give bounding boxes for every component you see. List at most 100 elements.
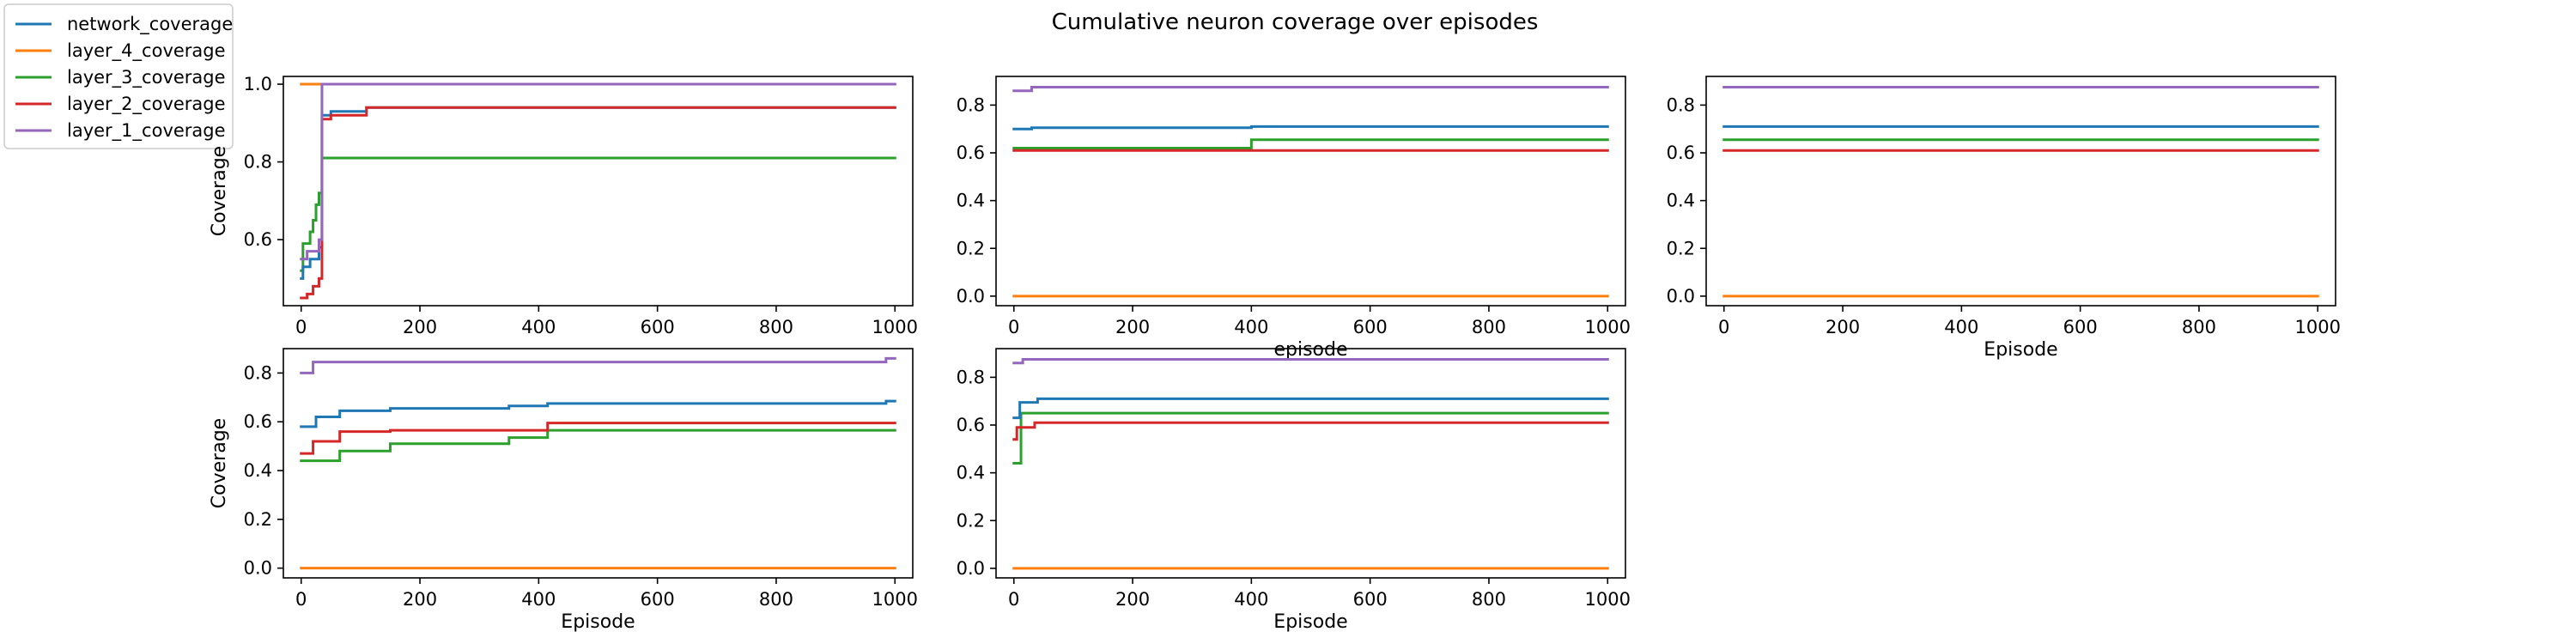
axes-frame bbox=[1705, 76, 2336, 307]
y-tick-label: 0.8 bbox=[244, 152, 272, 173]
x-tick-label: 200 bbox=[1115, 589, 1150, 610]
subplots: 0 200 400 600 800 1000 0.6 0.8 1.0 Coverage 0 200 40… bbox=[209, 74, 2341, 633]
x-tick-label: 400 bbox=[1234, 589, 1268, 610]
x-tick-label: 600 bbox=[641, 589, 675, 610]
y-tick-label: 0.6 bbox=[957, 415, 985, 435]
y-tick-label: 0.0 bbox=[244, 558, 272, 579]
y-tick-label: 0.2 bbox=[957, 238, 985, 258]
y-tick-label: 0.4 bbox=[957, 463, 985, 483]
series-line-layer-1-coverage bbox=[300, 356, 896, 374]
x-tick-label: 0 bbox=[1008, 589, 1019, 610]
subplot-3: 0 200 400 600 800 1000 0.0 0.2 0.4 0.6 0.8 Episode bbox=[1667, 76, 2341, 361]
series-line-layer-3-coverage bbox=[300, 428, 896, 463]
y-tick-label: 0.8 bbox=[957, 367, 985, 387]
subplot-3-lines bbox=[1722, 86, 2319, 298]
x-tick-label: 200 bbox=[403, 589, 437, 610]
series-line-layer-2-coverage bbox=[300, 106, 896, 300]
x-tick-label: 800 bbox=[1472, 317, 1506, 337]
figure-title: Cumulative neuron coverage over episodes bbox=[1052, 9, 1539, 35]
series-line-layer-3-coverage bbox=[1012, 411, 1609, 465]
y-tick-label: 0.4 bbox=[957, 191, 985, 211]
y-tick-label: 0.0 bbox=[1667, 286, 1695, 307]
subplot-1: 0 200 400 600 800 1000 0.6 0.8 1.0 Coverage bbox=[209, 74, 918, 337]
subplot-4: 0 200 400 600 800 1000 0.0 0.2 0.4 0.6 0.8 Episode C… bbox=[209, 348, 918, 633]
legend-entry-3: layer_3_coverage bbox=[15, 67, 226, 88]
series-line-layer-1-coverage bbox=[1012, 86, 1609, 93]
subplot-4-lines bbox=[300, 356, 896, 570]
x-tick-label: 1000 bbox=[1585, 317, 1631, 337]
x-tick-label: 600 bbox=[2063, 317, 2098, 337]
y-tick-label: 0.8 bbox=[244, 362, 272, 383]
y-tick-label: 0.0 bbox=[957, 558, 985, 579]
legend-label-1: network_coverage bbox=[67, 14, 233, 35]
x-tick-label: 800 bbox=[759, 317, 793, 337]
y-tick-label: 0.6 bbox=[1667, 143, 1695, 163]
y-tick-label: 0.2 bbox=[244, 509, 272, 530]
series-line-layer-3-coverage bbox=[1012, 138, 1609, 149]
x-axis-label: Episode bbox=[1984, 339, 2057, 361]
y-axis-label: Coverage bbox=[209, 418, 230, 508]
x-axis-label: Episode bbox=[1273, 611, 1347, 633]
y-tick-label: 0.8 bbox=[1667, 94, 1695, 115]
axes-frame bbox=[995, 348, 1626, 579]
series-line-layer-2-coverage bbox=[1012, 421, 1609, 441]
legend-frame bbox=[3, 3, 234, 149]
y-tick-label: 1.0 bbox=[244, 74, 272, 94]
series-line-layer-1-coverage bbox=[300, 82, 896, 261]
y-tick-label: 0.6 bbox=[244, 411, 272, 432]
series-line-layer-2-coverage bbox=[300, 422, 896, 455]
y-axis-label: Coverage bbox=[209, 146, 230, 236]
y-tick-label: 0.0 bbox=[957, 286, 985, 307]
legend-entry-2: layer_4_coverage bbox=[15, 40, 226, 62]
y-tick-label: 0.2 bbox=[957, 510, 985, 531]
subplot-2-lines bbox=[1012, 86, 1609, 298]
x-tick-label: 400 bbox=[1234, 317, 1268, 337]
x-tick-label: 200 bbox=[403, 317, 437, 337]
x-tick-label: 400 bbox=[521, 317, 556, 337]
x-tick-label: 1000 bbox=[872, 317, 918, 337]
series-line-network-coverage bbox=[300, 106, 896, 280]
legend-label-3: layer_3_coverage bbox=[67, 67, 226, 88]
x-tick-label: 0 bbox=[295, 589, 307, 610]
x-tick-label: 0 bbox=[1008, 317, 1019, 337]
series-line-network-coverage bbox=[1012, 397, 1609, 420]
legend-label-5: layer_1_coverage bbox=[67, 120, 226, 142]
axes-frame bbox=[283, 76, 914, 307]
x-tick-label: 1000 bbox=[1585, 589, 1631, 610]
series-line-network-coverage bbox=[1012, 125, 1609, 131]
y-tick-label: 0.6 bbox=[957, 143, 985, 163]
legend-label-4: layer_2_coverage bbox=[67, 94, 226, 115]
x-tick-label: 1000 bbox=[872, 589, 918, 610]
x-tick-label: 800 bbox=[1472, 589, 1506, 610]
x-axis-label: episode bbox=[1273, 339, 1347, 361]
legend: network_coverage layer_4_coverage layer_… bbox=[3, 3, 234, 149]
x-axis-label: Episode bbox=[561, 611, 635, 633]
x-tick-label: 600 bbox=[1353, 589, 1388, 610]
subplot-2: 0 200 400 600 800 1000 0.0 0.2 0.4 0.6 0.8 episode bbox=[957, 76, 1631, 361]
x-tick-label: 200 bbox=[1115, 317, 1150, 337]
x-tick-label: 400 bbox=[521, 589, 556, 610]
y-tick-label: 0.4 bbox=[1667, 191, 1695, 211]
axes-frame bbox=[995, 76, 1626, 307]
x-tick-label: 200 bbox=[1826, 317, 1860, 337]
subplot-1-lines bbox=[300, 82, 896, 300]
y-tick-label: 0.4 bbox=[244, 460, 272, 481]
x-tick-label: 400 bbox=[1944, 317, 1978, 337]
legend-entry-4: layer_2_coverage bbox=[15, 94, 226, 115]
y-tick-label: 0.8 bbox=[957, 94, 985, 115]
x-tick-label: 800 bbox=[759, 589, 793, 610]
subplot-5-lines bbox=[1012, 358, 1609, 570]
legend-entry-5: layer_1_coverage bbox=[15, 120, 226, 142]
series-line-network-coverage bbox=[300, 399, 896, 428]
x-tick-label: 800 bbox=[2182, 317, 2216, 337]
x-tick-label: 600 bbox=[641, 317, 675, 337]
subplot-5: 0 200 400 600 800 1000 0.0 0.2 0.4 0.6 0.8 Episode bbox=[957, 348, 1631, 633]
series-line-layer-1-coverage bbox=[1012, 358, 1609, 365]
y-tick-label: 0.6 bbox=[244, 229, 272, 250]
legend-label-2: layer_4_coverage bbox=[67, 40, 226, 62]
x-tick-label: 1000 bbox=[2295, 317, 2341, 337]
x-tick-label: 0 bbox=[295, 317, 307, 337]
legend-entry-1: network_coverage bbox=[15, 14, 233, 35]
axes-frame bbox=[283, 348, 914, 579]
